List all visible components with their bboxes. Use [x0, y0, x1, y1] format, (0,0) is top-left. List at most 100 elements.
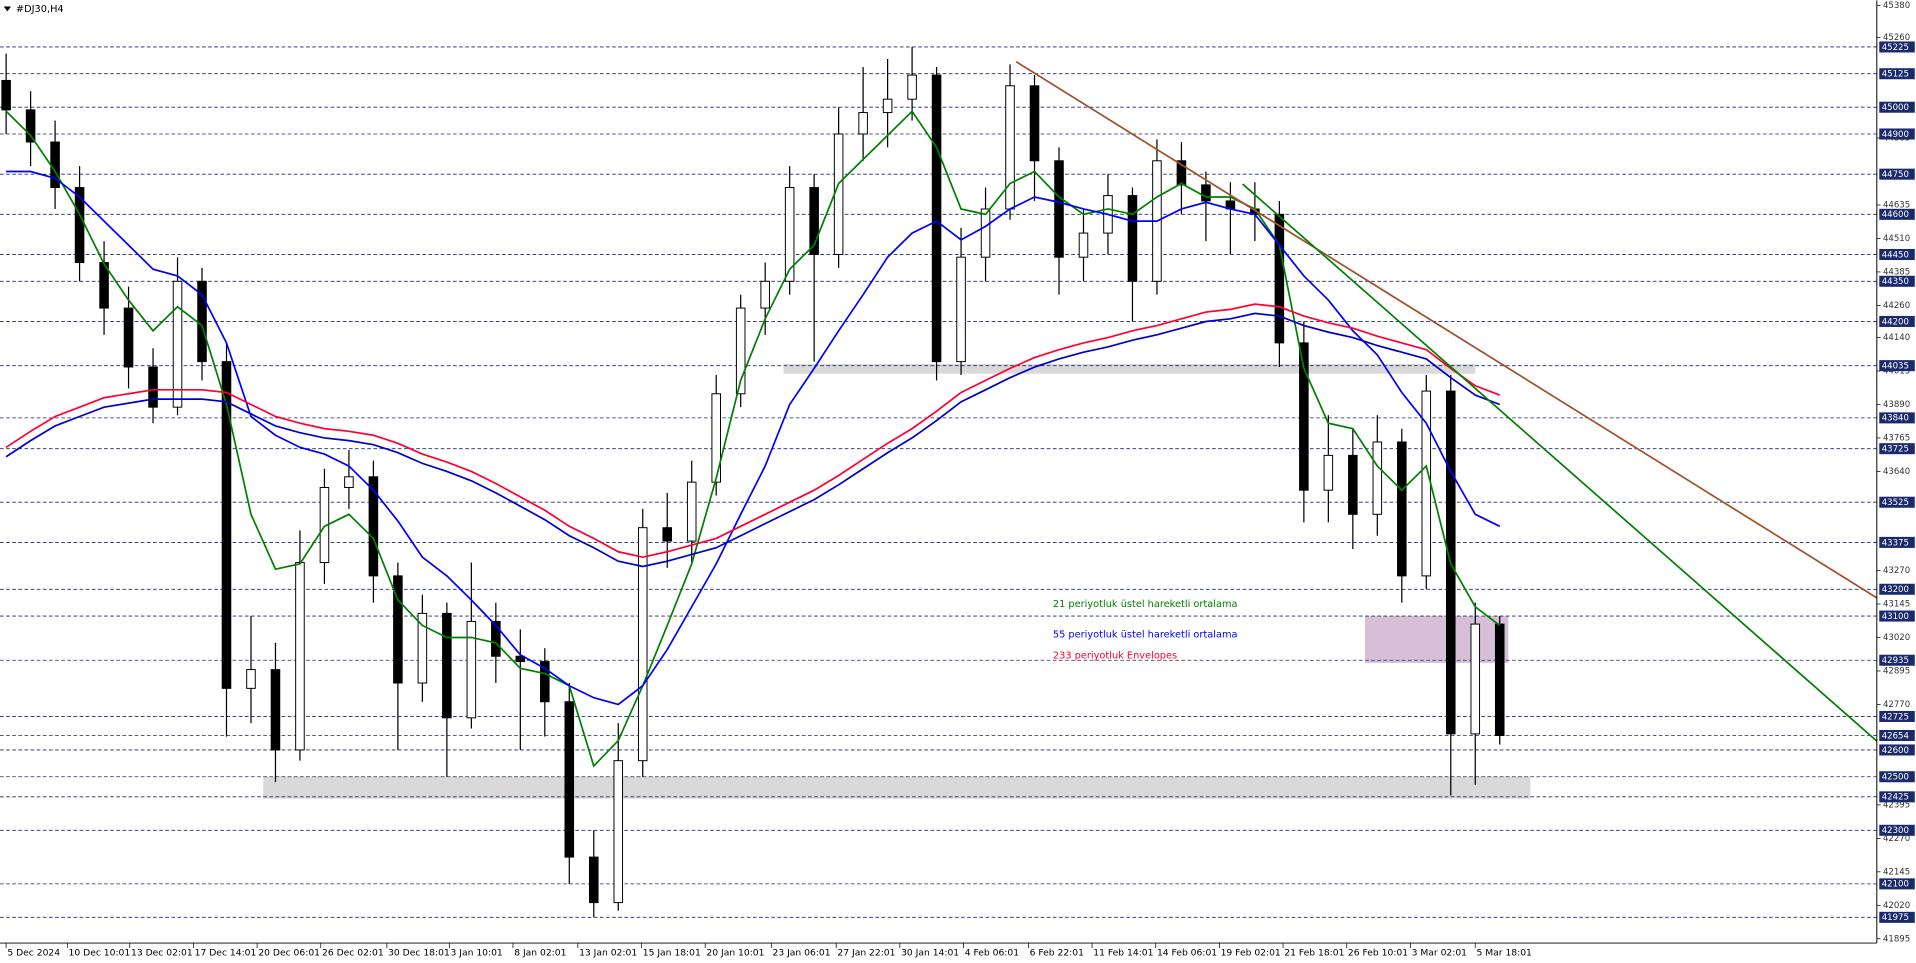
candle-body	[172, 280, 183, 408]
zone	[263, 776, 1531, 799]
candle-body	[613, 760, 624, 904]
x-tick-label: 30 Dec 18:01	[388, 947, 450, 958]
level-label-box	[1879, 443, 1915, 455]
legend-entry: 21 periyotluk üstel hareketli ortalama	[1053, 599, 1238, 610]
x-tick-label: 20 Jan 10:01	[706, 947, 764, 958]
candle-body	[344, 476, 354, 488]
candle-body	[515, 655, 526, 663]
level-label: 43725	[1882, 445, 1909, 455]
x-tick-label: 13 Jan 02:01	[579, 947, 637, 958]
candle-body	[1372, 441, 1383, 515]
y-tick-label: 45260	[1883, 33, 1910, 43]
candle-body	[784, 187, 795, 282]
x-tick-label: 6 Feb 22:01	[1030, 947, 1084, 958]
level-label: 43525	[1882, 498, 1909, 508]
level-label-box	[1879, 412, 1915, 424]
x-tick-label: 20 Dec 06:01	[258, 947, 320, 958]
level-label-box	[1879, 583, 1915, 595]
y-tick-label: 45380	[1883, 1, 1910, 11]
candle-body	[858, 112, 868, 135]
level-label: 44750	[1882, 170, 1909, 180]
y-tick-label: 43145	[1883, 600, 1910, 610]
level-label: 42600	[1882, 746, 1909, 756]
indicator-line	[5, 312, 1501, 568]
x-tick-label: 5 Mar 18:01	[1476, 947, 1531, 958]
level-label-box	[1879, 729, 1915, 742]
y-tick-label: 44015	[1883, 367, 1910, 377]
candle-body	[1176, 160, 1187, 186]
level-label-box	[1879, 878, 1915, 890]
level-label-box	[1879, 824, 1915, 836]
x-tick-label: 15 Jan 18:01	[643, 947, 701, 958]
level-label-box	[1879, 275, 1915, 287]
candle-body	[711, 393, 721, 483]
level-label: 45225	[1882, 43, 1909, 53]
indicator-line	[6, 170, 1501, 706]
candle-body	[1397, 441, 1407, 577]
candle-body	[123, 307, 134, 368]
level-label: 42425	[1882, 793, 1909, 803]
candle-body	[25, 109, 36, 143]
x-tick-label: 19 Feb 02:01	[1221, 947, 1281, 958]
level-label-box	[1879, 101, 1915, 113]
zone	[1365, 616, 1509, 663]
trendline	[1015, 60, 1878, 599]
y-tick-label: 44140	[1883, 333, 1910, 343]
plot: 21 periyotluk üstel hareketli ortalama 55…	[0, 46, 1878, 918]
y-tick-label: 42395	[1883, 800, 1910, 810]
candle-body	[1029, 85, 1040, 162]
legend-entry: 55 periyotluk üstel hareketli ortalama	[1053, 630, 1238, 641]
level-label-box	[1879, 68, 1915, 80]
level-label-box	[1879, 744, 1915, 756]
y-tick-label: 43270	[1883, 566, 1910, 576]
level-label: 42654	[1882, 731, 1909, 741]
candle-body	[295, 562, 305, 751]
candle-body	[1323, 454, 1334, 491]
y-tick-label: 42270	[1883, 834, 1910, 844]
x-tick-label: 3 Jan 10:01	[451, 947, 503, 958]
candle-body	[74, 187, 85, 264]
candle-body	[1274, 213, 1285, 344]
y-tick-label: 43640	[1883, 467, 1910, 477]
y-tick-label: 43890	[1883, 400, 1910, 410]
candle-body	[270, 669, 281, 751]
level-label-box	[1879, 536, 1915, 548]
candle-body	[393, 575, 403, 684]
x-tick-label: 8 Jan 02:01	[514, 947, 566, 958]
level-label-box	[1879, 911, 1915, 923]
y-tick-label: 41895	[1883, 934, 1910, 944]
menu-arrow[interactable]	[3, 6, 12, 12]
candle-body	[1299, 342, 1309, 491]
level-label: 42300	[1882, 826, 1909, 836]
level-label: 42725	[1882, 712, 1909, 722]
x-tick-label: 17 Dec 14:01	[195, 947, 257, 958]
x-tick-label: 27 Jan 22:01	[837, 947, 895, 958]
level-label: 43100	[1882, 612, 1909, 622]
level-label-box	[1879, 315, 1915, 327]
level-label: 44350	[1882, 277, 1909, 287]
candle-body	[907, 74, 917, 100]
level-label-box	[1879, 654, 1915, 666]
x-tick-label: 10 Dec 10:01	[69, 947, 131, 958]
level-label: 45125	[1882, 70, 1909, 80]
x-tick-label: 13 Dec 02:01	[131, 947, 193, 958]
y-tick-label: 42145	[1883, 867, 1910, 877]
candle-body	[956, 256, 966, 363]
candle-body	[221, 361, 232, 689]
level-label: 44450	[1882, 250, 1909, 260]
candle-body	[809, 187, 819, 256]
level-label-box	[1879, 360, 1915, 372]
candle-body	[760, 280, 770, 309]
x-tick-label: 23 Jan 06:01	[773, 947, 831, 958]
x-tick-label: 30 Jan 14:01	[901, 947, 959, 958]
x-tick-label: 14 Feb 06:01	[1157, 947, 1217, 958]
candle-body	[1470, 623, 1481, 735]
x-tick-label: 5 Dec 2024	[7, 947, 60, 958]
candle-body	[931, 74, 942, 363]
chart-title: #DJ30,H4	[16, 4, 64, 15]
level-label: 41975	[1882, 913, 1909, 923]
y-tick-label: 42895	[1883, 666, 1910, 676]
y-tick-label: 43765	[1883, 433, 1910, 443]
